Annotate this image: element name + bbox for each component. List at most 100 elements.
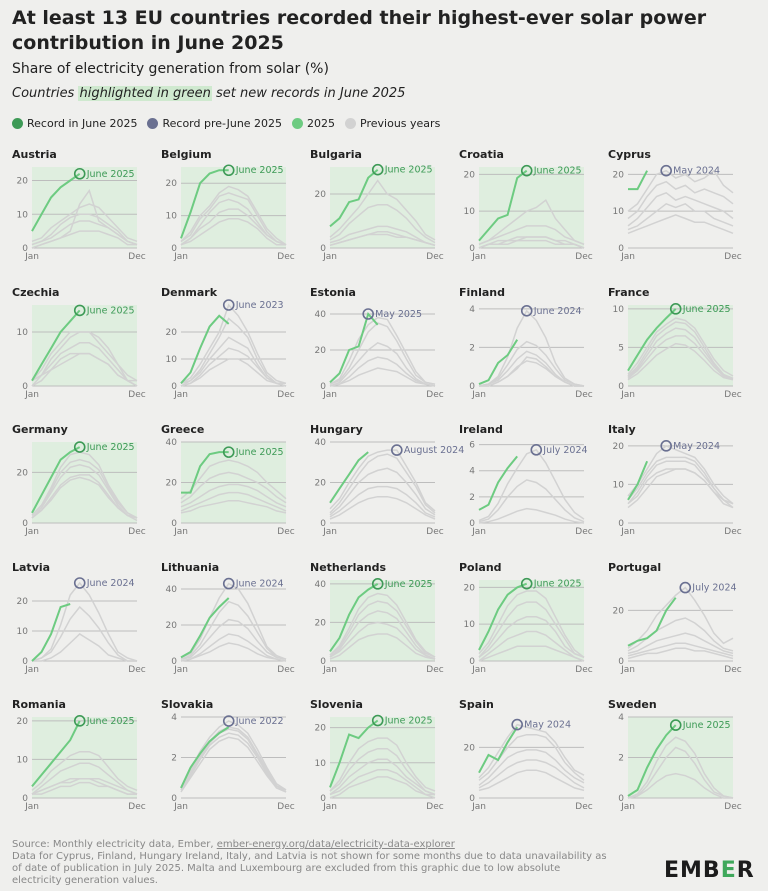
x-tick-dec-romania: Dec: [128, 802, 145, 812]
record-label-croatia: June 2025: [533, 166, 582, 177]
record-marker-finland: [520, 304, 533, 317]
source-link[interactable]: ember-energy.org/data/electricity-data-e…: [216, 839, 455, 850]
record-marker-romania: [73, 715, 86, 727]
panel-title-finland: Finland: [459, 286, 505, 299]
series-previous-france-1: [627, 321, 734, 379]
series-previous-finland-4: [479, 356, 584, 387]
y-tick-germany-0: 0: [22, 519, 28, 529]
y-tick-slovakia-4: 4: [171, 713, 177, 723]
panel-estonia: Estonia 0 20 40 Jan Dec May 2025: [310, 286, 444, 400]
series-2025-croatia: [478, 169, 528, 242]
series-previous-denmark-1: [180, 317, 286, 385]
y-tick-belgium-10: 10: [166, 212, 178, 222]
series-previous-spain-3: [478, 759, 585, 789]
series-previous-lithuania-2: [180, 618, 287, 660]
series-previous-netherlands-2: [329, 610, 436, 660]
series-previous-slovenia-1: [329, 747, 436, 796]
panel-latvia: Latvia 0 10 20 Jan Dec June 2024: [12, 561, 146, 675]
y-tick-portugal-20: 20: [613, 606, 625, 616]
record-label-belgium: June 2025: [235, 165, 284, 176]
record-label-france: June 2025: [682, 304, 731, 315]
record-marker-bulgaria: [371, 163, 384, 176]
series-previous-austria-0: [31, 203, 138, 243]
panel-lithuania: Lithuania 0 20 40 Jan Dec June 2024: [161, 561, 295, 675]
series-previous-belgium-1: [180, 192, 287, 246]
y-tick-cyprus-20: 20: [613, 170, 625, 180]
record-marker-slovakia: [222, 715, 235, 727]
panel-belgium: Belgium 0 10 20 Jan Dec June 2025: [161, 148, 295, 262]
y-tick-slovenia-10: 10: [315, 759, 327, 769]
series-previous-sweden-1: [627, 746, 734, 799]
y-tick-spain-0: 0: [469, 794, 475, 804]
series-previous-germany-0: [31, 451, 138, 519]
y-tick-finland-0: 0: [469, 382, 475, 392]
x-tick-dec-austria: Dec: [128, 252, 145, 262]
series-previous-greece-4: [180, 499, 287, 514]
y-tick-netherlands-20: 20: [315, 618, 327, 628]
y-tick-cyprus-0: 0: [618, 244, 624, 254]
series-previous-germany-1: [31, 458, 138, 519]
record-label-bulgaria: June 2025: [384, 165, 433, 176]
x-tick-dec-cyprus: Dec: [724, 252, 741, 262]
legend-label-record-2025: Record in June 2025: [27, 117, 138, 130]
series-previous-belgium-3: [180, 208, 287, 246]
panel-title-spain: Spain: [459, 698, 494, 711]
panel-title-lithuania: Lithuania: [161, 561, 219, 574]
panel-slovenia: Slovenia 0 10 20 Jan Dec June 2025: [310, 698, 444, 812]
y-tick-spain-20: 20: [464, 743, 476, 753]
series-previous-greece-0: [180, 459, 287, 500]
series-previous-poland-3: [478, 630, 585, 662]
logo-text-accent: E: [720, 858, 737, 883]
record-marker-cyprus: [660, 164, 672, 177]
panel-croatia: Croatia 0 10 20 Jan Dec June 2025: [459, 148, 593, 262]
panel-title-croatia: Croatia: [459, 148, 504, 161]
y-tick-latvia-20: 20: [17, 597, 29, 607]
chart-title: At least 13 EU countries recorded their …: [12, 7, 707, 54]
record-label-austria: June 2025: [86, 169, 135, 180]
chart-note: Countries highlighted in green set new r…: [12, 86, 405, 101]
panel-title-cyprus: Cyprus: [608, 148, 651, 161]
series-2025-belgium: [180, 169, 229, 239]
y-tick-greece-0: 0: [171, 519, 177, 529]
series-2025-romania: [31, 720, 81, 788]
series-previous-spain-2: [478, 749, 585, 786]
y-tick-poland-20: 20: [464, 583, 476, 593]
series-previous-bulgaria-2: [329, 225, 436, 247]
y-tick-sweden-4: 4: [618, 713, 624, 723]
source-prefix: Source: Monthly electricity data, Ember,: [12, 839, 217, 850]
series-previous-bulgaria-0: [329, 179, 436, 241]
ember-logo: EMBER: [664, 858, 755, 883]
y-tick-croatia-20: 20: [464, 170, 476, 180]
x-tick-dec-portugal: Dec: [724, 665, 741, 675]
panel-romania: Romania 0 10 20 Jan Dec June 2025: [12, 698, 146, 812]
series-previous-estonia-4: [329, 367, 436, 387]
panel-slovakia: Slovakia 0 2 4 Jan Dec June 2022: [161, 698, 295, 812]
series-previous-estonia-2: [329, 341, 436, 387]
record-label-hungary: August 2024: [404, 445, 464, 456]
y-tick-finland-4: 4: [469, 305, 475, 315]
series-previous-hungary-4: [329, 495, 436, 520]
x-tick-dec-greece: Dec: [277, 527, 294, 537]
x-tick-dec-bulgaria: Dec: [426, 252, 443, 262]
x-tick-jan-belgium: Jan: [173, 252, 188, 262]
series-previous-slovakia-3: [180, 732, 287, 793]
x-tick-dec-ireland: Dec: [575, 527, 592, 537]
series-previous-france-4: [627, 342, 734, 381]
panel-title-ireland: Ireland: [459, 423, 503, 436]
panel-portugal: Portugal 0 20 Jan Dec July 2024: [608, 561, 742, 675]
series-previous-portugal-2: [627, 632, 734, 655]
y-tick-czechia-0: 0: [22, 382, 28, 392]
series-previous-austria-4: [31, 188, 138, 249]
panel-austria: Austria 0 10 20 Jan Dec June 2025: [12, 148, 146, 262]
panel-spain: Spain 0 20 Jan Dec May 2024: [459, 698, 593, 812]
y-tick-estonia-0: 0: [320, 382, 326, 392]
y-tick-croatia-0: 0: [469, 244, 475, 254]
x-tick-jan-portugal: Jan: [620, 665, 635, 675]
panel-title-slovakia: Slovakia: [161, 698, 213, 711]
panel-title-romania: Romania: [12, 698, 66, 711]
x-tick-jan-hungary: Jan: [322, 527, 337, 537]
series-previous-greece-1: [180, 471, 287, 504]
y-tick-ireland-6: 6: [469, 441, 475, 451]
x-tick-jan-czechia: Jan: [24, 390, 39, 400]
x-tick-jan-lithuania: Jan: [173, 665, 188, 675]
